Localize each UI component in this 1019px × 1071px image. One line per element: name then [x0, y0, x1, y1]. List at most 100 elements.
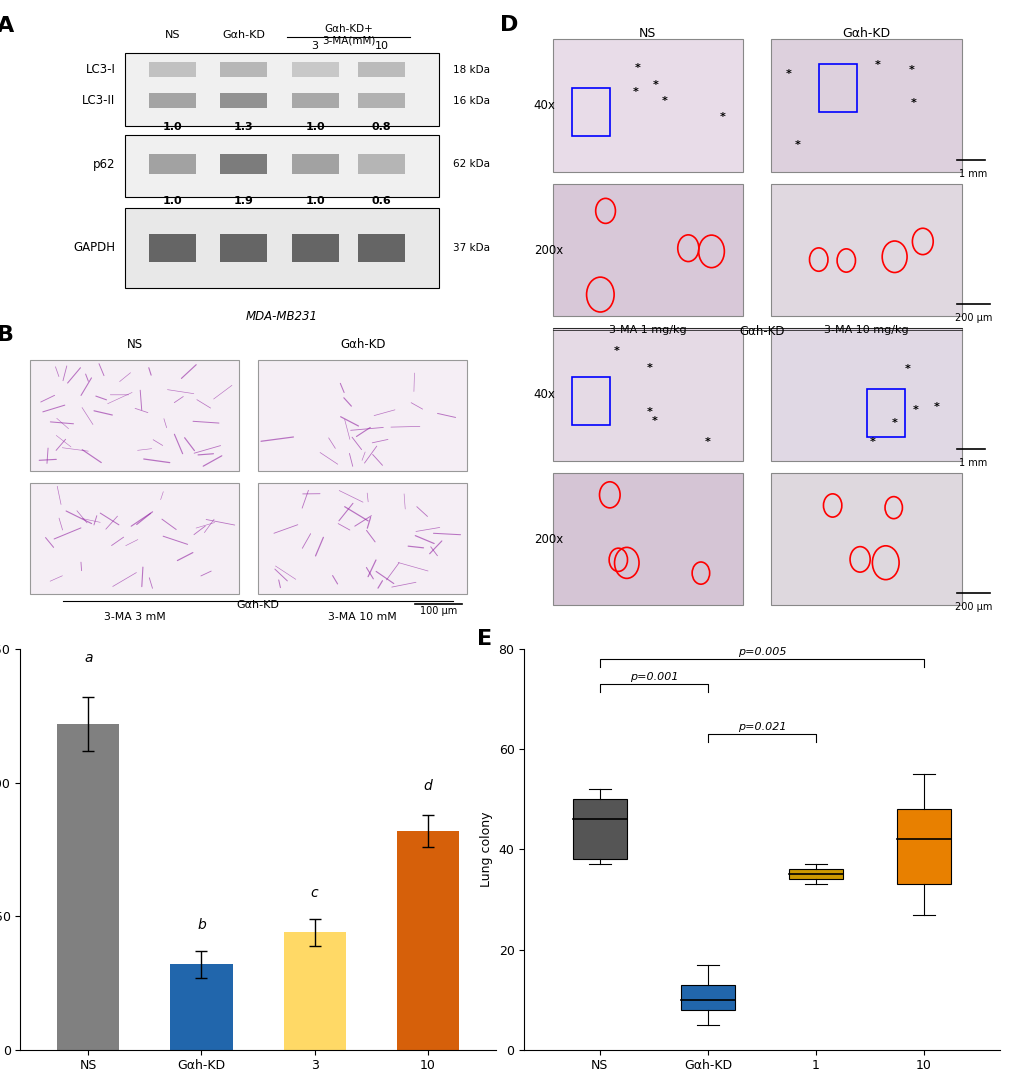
Bar [770, 329, 961, 461]
Text: *: * [613, 346, 620, 356]
Text: *: * [634, 63, 640, 73]
Text: D: D [500, 15, 519, 35]
Bar [896, 810, 950, 885]
Text: *: * [632, 87, 638, 96]
Text: *: * [646, 363, 652, 374]
Text: 62 kDa: 62 kDa [452, 160, 489, 169]
Bar [396, 831, 459, 1050]
Text: 37 kDa: 37 kDa [452, 243, 489, 253]
Text: *: * [704, 437, 710, 447]
Bar [220, 154, 267, 175]
Text: *: * [661, 96, 666, 106]
Text: c: c [311, 886, 318, 900]
Text: B: B [0, 325, 13, 345]
Text: 3-MA 10 mg/kg: 3-MA 10 mg/kg [823, 326, 908, 335]
Bar [572, 377, 609, 425]
Text: 1 mm: 1 mm [959, 457, 986, 468]
Bar [149, 93, 196, 108]
Text: NS: NS [639, 28, 656, 41]
Text: Gαh-KD: Gαh-KD [339, 338, 385, 351]
Text: 1.9: 1.9 [233, 196, 254, 206]
Text: Gαh-KD+
3-MA(mM): Gαh-KD+ 3-MA(mM) [321, 25, 375, 46]
Text: NS: NS [126, 338, 143, 351]
Text: *: * [910, 97, 916, 108]
Text: *: * [794, 140, 799, 150]
Text: 200x: 200x [533, 244, 562, 257]
Text: *: * [891, 418, 897, 427]
Text: 1.0: 1.0 [305, 122, 325, 132]
Text: d: d [423, 780, 432, 794]
Bar [149, 154, 196, 175]
Bar [258, 483, 467, 594]
Text: p=0.005: p=0.005 [737, 647, 786, 657]
Text: *: * [912, 405, 918, 414]
Bar [681, 984, 735, 1010]
Bar [291, 93, 338, 108]
Text: 3-MA 10 mM: 3-MA 10 mM [328, 612, 396, 621]
Text: A: A [0, 16, 14, 35]
Bar [125, 52, 438, 126]
Text: 3: 3 [312, 42, 318, 51]
Bar [866, 389, 904, 437]
Bar [220, 93, 267, 108]
Bar [30, 360, 238, 471]
Bar [770, 40, 961, 172]
Text: 1.0: 1.0 [163, 122, 182, 132]
Bar [770, 184, 961, 316]
Text: 1.0: 1.0 [163, 196, 182, 206]
Text: GAPDH: GAPDH [73, 241, 115, 255]
Y-axis label: Lung colony: Lung colony [480, 812, 492, 887]
Text: a: a [84, 651, 93, 665]
Text: *: * [908, 65, 913, 75]
Text: 40x: 40x [533, 100, 555, 112]
Bar [170, 964, 232, 1050]
Text: p62: p62 [93, 157, 115, 171]
Text: Gαh-KD: Gαh-KD [222, 30, 265, 40]
Bar [283, 932, 345, 1050]
Bar [291, 154, 338, 175]
Text: p=0.001: p=0.001 [629, 672, 678, 682]
Text: 100 μm: 100 μm [420, 606, 457, 616]
Text: *: * [932, 402, 938, 411]
Bar [358, 154, 405, 175]
Text: *: * [869, 437, 875, 448]
Text: 18 kDa: 18 kDa [452, 64, 489, 75]
Text: Gαh-KD: Gαh-KD [842, 28, 890, 41]
Bar [30, 483, 238, 594]
Text: *: * [904, 364, 909, 374]
Text: 3-MA 1 mg/kg: 3-MA 1 mg/kg [608, 326, 686, 335]
Bar [573, 799, 627, 860]
Bar [770, 473, 961, 605]
Text: 10: 10 [374, 42, 388, 51]
Text: 1.0: 1.0 [305, 196, 325, 206]
Text: *: * [719, 111, 725, 122]
Text: *: * [650, 417, 656, 426]
Text: *: * [873, 60, 879, 70]
Text: NS: NS [165, 30, 180, 40]
Bar [552, 473, 742, 605]
Bar [291, 62, 338, 77]
Bar [552, 40, 742, 172]
Text: MDA-MB231: MDA-MB231 [246, 311, 318, 323]
Bar [358, 233, 405, 262]
Text: b: b [197, 918, 206, 932]
Bar [818, 63, 856, 111]
Text: 16 kDa: 16 kDa [452, 95, 489, 106]
Bar [358, 62, 405, 77]
Text: 40x: 40x [533, 388, 555, 402]
Bar [788, 870, 842, 879]
Bar [572, 88, 609, 136]
Bar [552, 184, 742, 316]
Bar [125, 135, 438, 197]
Bar [125, 208, 438, 287]
Text: 1.3: 1.3 [233, 122, 254, 132]
Bar [291, 233, 338, 262]
Text: p=0.021: p=0.021 [737, 722, 786, 731]
Bar [149, 233, 196, 262]
Bar [358, 93, 405, 108]
Bar [220, 62, 267, 77]
Text: *: * [646, 407, 652, 417]
Text: *: * [652, 80, 658, 90]
Text: 1 mm: 1 mm [959, 169, 986, 179]
Text: 200x: 200x [533, 532, 562, 545]
